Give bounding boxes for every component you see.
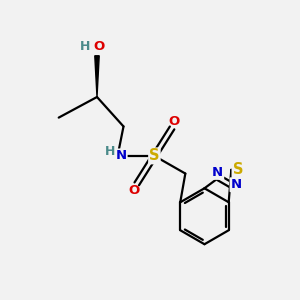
Text: S: S [149,148,160,164]
Text: S: S [232,162,243,177]
Text: H: H [80,40,90,53]
Text: O: O [94,40,105,53]
Text: O: O [169,115,180,128]
Text: N: N [230,178,242,191]
Text: N: N [212,166,223,179]
Text: H: H [105,145,116,158]
Polygon shape [95,56,99,97]
Text: O: O [129,184,140,197]
Text: N: N [116,149,127,162]
